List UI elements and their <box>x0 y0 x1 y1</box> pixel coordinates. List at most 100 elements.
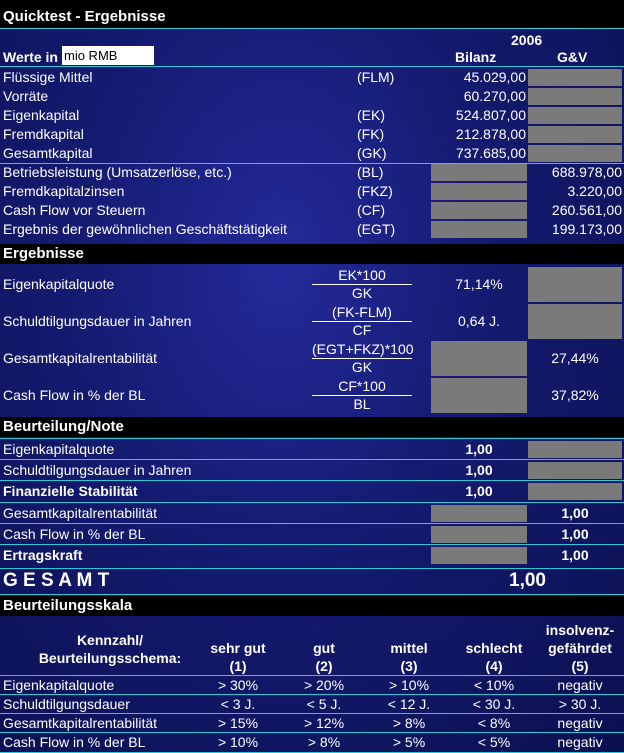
skala-title: Beurteilungsskala <box>0 596 624 616</box>
formula-numerator: (FK-FLM) <box>312 304 412 322</box>
skala-col-line2: gut <box>313 640 335 656</box>
skala-col-line2: sehr gut <box>210 640 266 656</box>
skala-column-header: mittel (3) <box>368 621 450 675</box>
skala-cell: > 8% <box>392 715 426 731</box>
formula-fraction: CF*100 BL <box>312 378 412 413</box>
col-guv-header: G&V <box>557 49 588 65</box>
unit-input[interactable]: mio RMB <box>62 46 154 65</box>
skala-column-header: sehr gut (1) <box>196 621 280 675</box>
bilanz-value: 737.685,00 <box>455 145 526 161</box>
input-label: Flüssige Mittel <box>3 69 93 85</box>
divider <box>0 502 624 503</box>
input-label: Ergebnis der gewöhnlichen Geschäftstätig… <box>3 221 288 237</box>
skala-row-label: Schuldtilgungsdauer <box>3 696 130 712</box>
skala-row-label: Cash Flow in % der BL <box>3 734 146 750</box>
ergebnis-guv: 37,82% <box>551 387 599 403</box>
guv-empty-cell <box>528 267 622 302</box>
skala-cell: < 3 J. <box>220 696 256 712</box>
beurteilung-bilanz: 1,00 <box>465 462 493 478</box>
input-code: (EGT) <box>357 221 396 237</box>
ergebnis-bilanz: 71,14% <box>455 276 503 292</box>
formula-denominator: CF <box>352 322 372 338</box>
ergebnis-guv: 27,44% <box>551 350 599 366</box>
guv-empty-cell <box>528 107 622 124</box>
guv-value: 3.220,00 <box>567 183 623 199</box>
input-code: (BL) <box>357 164 384 180</box>
formula-fraction: EK*100 GK <box>312 267 412 302</box>
skala-cell: negativ <box>557 677 603 693</box>
bilanz-value: 60.270,00 <box>463 88 526 104</box>
ergebnis-label: Gesamtkapitalrentabilität <box>3 350 158 366</box>
skala-col-line1 <box>452 621 536 639</box>
skala-col-line1 <box>196 621 280 639</box>
divider <box>0 544 624 545</box>
input-code: (FK) <box>357 126 385 142</box>
skala-cell: < 12 J. <box>387 696 431 712</box>
skala-row-label: Gesamtkapitalrentabilität <box>3 715 158 731</box>
top-strip <box>0 0 624 5</box>
beurteilung-guv: 1,00 <box>561 526 589 542</box>
beurteilung-guv: 1,00 <box>561 547 589 563</box>
skala-col-line1: insolvenz- <box>545 622 615 638</box>
skala-cell: > 10% <box>388 677 430 693</box>
bilanz-empty-cell <box>431 221 527 238</box>
skala-cell: > 30 J. <box>558 696 602 712</box>
bilanz-value: 524.807,00 <box>455 107 526 123</box>
input-label: Cash Flow vor Steuern <box>3 202 146 218</box>
bilanz-empty-cell <box>431 183 527 200</box>
skala-header-line2: Beurteilungsschema: <box>38 650 182 666</box>
skala-cell: > 8% <box>307 734 341 750</box>
skala-cell: < 30 J. <box>472 696 516 712</box>
guv-value: 688.978,00 <box>551 164 622 180</box>
formula-numerator: EK*100 <box>312 267 412 285</box>
werte-in-label: Werte in <box>3 49 58 65</box>
input-code: (FLM) <box>357 69 395 85</box>
bilanz-empty-cell <box>431 341 527 376</box>
divider <box>0 713 624 714</box>
skala-row-label: Eigenkapitalquote <box>3 677 115 693</box>
skala-col-line1 <box>284 621 364 639</box>
divider <box>0 480 624 481</box>
skala-cell: < 8% <box>477 715 511 731</box>
skala-col-line3: (3) <box>400 658 418 674</box>
bilanz-value: 212.878,00 <box>455 126 526 142</box>
skala-cell: < 5% <box>477 734 511 750</box>
bilanz-empty-cell <box>431 164 527 181</box>
skala-col-line1 <box>368 621 450 639</box>
guv-empty-cell <box>528 126 622 143</box>
gesamt-value: 1,00 <box>509 570 546 591</box>
beurteilung-label: Cash Flow in % der BL <box>3 526 146 542</box>
formula-denominator: GK <box>351 285 373 301</box>
formula-fraction: (FK-FLM) CF <box>312 304 412 339</box>
formula-numerator: (EGT+FKZ)*100 <box>312 341 414 359</box>
ergebnisse-title: Ergebnisse <box>0 244 624 264</box>
ergebnis-label: Eigenkapitalquote <box>3 276 115 292</box>
beurteilung-label: Gesamtkapitalrentabilität <box>3 505 158 521</box>
divider <box>0 163 624 164</box>
formula-denominator: BL <box>353 396 371 412</box>
guv-value: 260.561,00 <box>551 202 622 218</box>
input-code: (FKZ) <box>357 183 393 199</box>
guv-empty-cell <box>528 145 622 162</box>
skala-cell: > 5% <box>392 734 426 750</box>
guv-empty-cell <box>528 441 622 458</box>
skala-header-label: Kennzahl/ Beurteilungsschema: <box>20 631 200 667</box>
divider <box>0 732 624 733</box>
ergebnis-label: Cash Flow in % der BL <box>3 387 146 403</box>
beurteilung-bilanz: 1,00 <box>465 483 493 499</box>
beurteilung-label: Ertragskraft <box>3 547 83 563</box>
beurteilung-label: Schuldtilgungsdauer in Jahren <box>3 462 192 478</box>
ergebnis-bilanz: 0,64 J. <box>457 313 501 329</box>
bilanz-empty-cell <box>431 547 527 564</box>
skala-col-line3: (2) <box>315 658 333 674</box>
skala-cell: negativ <box>557 715 603 731</box>
input-label: Gesamtkapital <box>3 145 93 161</box>
beurteilung-bilanz: 1,00 <box>465 441 493 457</box>
bilanz-value: 45.029,00 <box>463 69 526 85</box>
skala-col-line2: gefährdet <box>548 640 612 656</box>
divider <box>0 438 624 439</box>
skala-cell: > 15% <box>217 715 259 731</box>
skala-header-line1: Kennzahl/ <box>76 632 144 648</box>
input-label: Betriebsleistung (Umsatzerlöse, etc.) <box>3 164 232 180</box>
input-label: Eigenkapital <box>3 107 80 123</box>
